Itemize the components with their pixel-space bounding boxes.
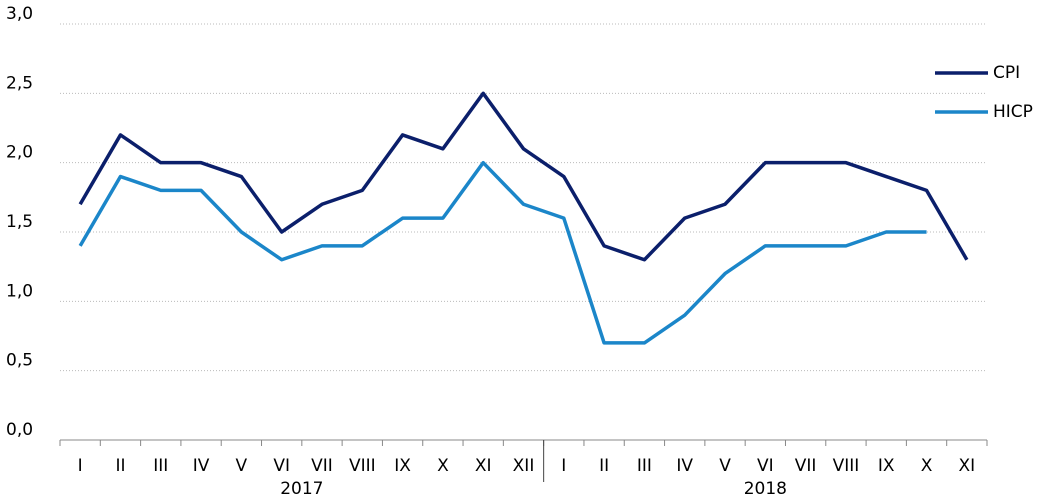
group-label: 2018 — [744, 479, 787, 497]
x-tick-label: V — [236, 456, 248, 476]
x-tick-label: II — [599, 456, 609, 476]
y-tick-label: 3,0 — [6, 4, 33, 24]
legend-label: CPI — [993, 63, 1020, 83]
x-tick-label: X — [437, 456, 449, 476]
x-tick-label: IV — [676, 456, 693, 476]
y-tick-label: 1,5 — [6, 212, 33, 232]
series-line — [78, 160, 927, 345]
x-tick-label: V — [719, 456, 731, 476]
series-line — [78, 91, 969, 262]
x-tick-label: VIII — [833, 456, 860, 476]
x-tick-label: I — [78, 456, 83, 476]
x-tick-label: VI — [757, 456, 774, 476]
legend-label: HICP — [993, 102, 1033, 122]
x-tick-label: I — [561, 456, 566, 476]
x-tick-label: IV — [193, 456, 210, 476]
x-tick-label: VI — [273, 456, 290, 476]
y-tick-label: 2,5 — [6, 73, 33, 93]
x-tick-label: XI — [475, 456, 492, 476]
x-tick-label: III — [637, 456, 652, 476]
x-tick-label: VII — [311, 456, 333, 476]
x-tick-label: IX — [394, 456, 411, 476]
x-tick-label: X — [921, 456, 933, 476]
group-label: 2017 — [280, 479, 323, 497]
y-tick-label: 2,0 — [6, 143, 33, 163]
y-tick-label: 1,0 — [6, 281, 33, 301]
x-tick-label: XII — [513, 456, 535, 476]
y-tick-label: 0,5 — [6, 351, 33, 371]
x-tick-label: IX — [878, 456, 895, 476]
x-tick-label: VIII — [349, 456, 376, 476]
x-tick-label: II — [115, 456, 125, 476]
y-tick-label: 0,0 — [6, 420, 33, 440]
x-tick-label: III — [153, 456, 168, 476]
x-tick-label: XI — [959, 456, 976, 476]
x-tick-label: VII — [795, 456, 817, 476]
